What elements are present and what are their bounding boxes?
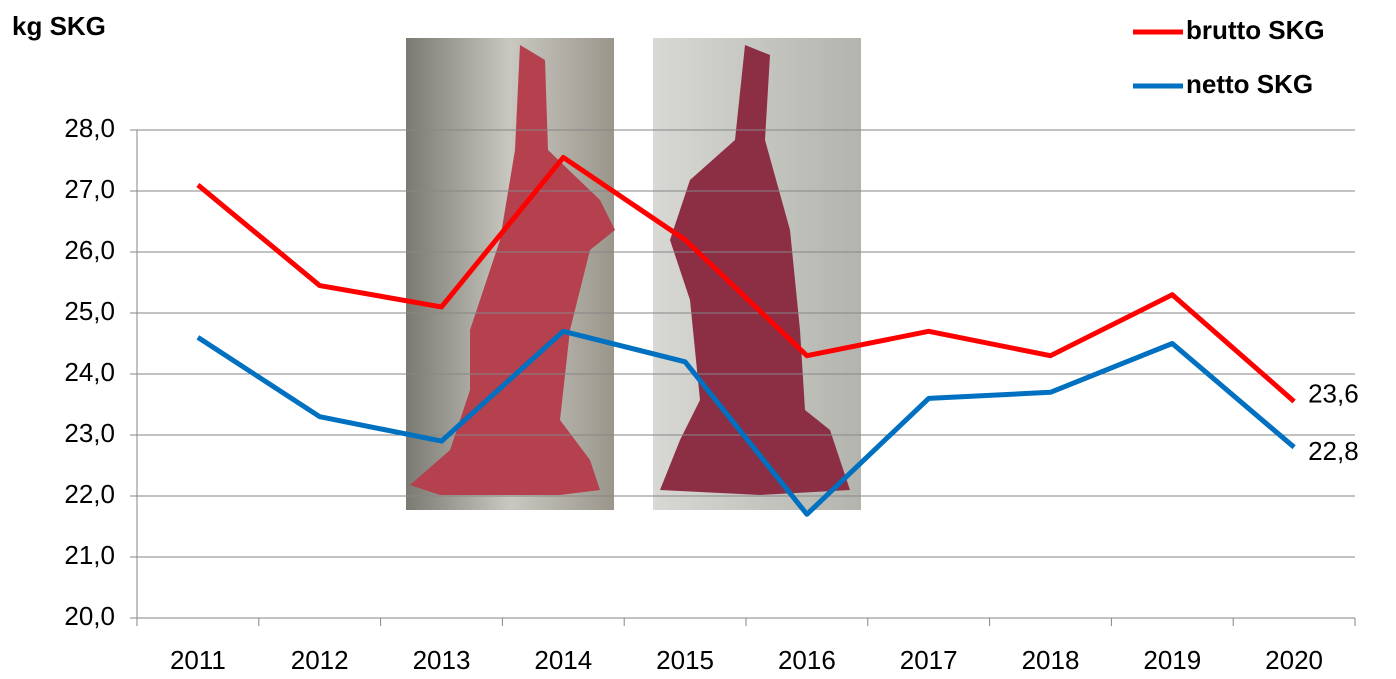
y-tick-label: 24,0	[64, 357, 115, 387]
x-tick-label: 2017	[900, 645, 958, 675]
y-tick-label: 28,0	[64, 113, 115, 143]
series-line	[196, 154, 1296, 404]
legend-label: netto SKG	[1186, 69, 1313, 99]
x-tick-label: 2011	[170, 645, 226, 675]
y-tick-label: 25,0	[64, 296, 115, 326]
data-label: 23,6	[1308, 378, 1359, 408]
carcass-left	[410, 45, 615, 495]
y-tick-label: 23,0	[64, 418, 115, 448]
legend-label: brutto SKG	[1186, 15, 1325, 45]
y-tick-label: 26,0	[64, 235, 115, 265]
x-tick-label: 2020	[1265, 645, 1323, 675]
y-tick-label: 20,0	[64, 601, 115, 631]
series-line	[196, 328, 1296, 517]
x-tick-label: 2016	[778, 645, 836, 675]
x-tick-label: 2018	[1022, 645, 1080, 675]
x-tick-label: 2014	[534, 645, 592, 675]
y-tick-label: 27,0	[64, 174, 115, 204]
data-label: 22,8	[1308, 436, 1359, 466]
x-tick-label: 2019	[1143, 645, 1201, 675]
y-tick-label: 21,0	[64, 540, 115, 570]
y-axis-title: kg SKG	[12, 11, 106, 41]
y-tick-label: 22,0	[64, 479, 115, 509]
x-tick-label: 2012	[291, 645, 349, 675]
x-tick-label: 2013	[413, 645, 471, 675]
x-tick-label: 2015	[656, 645, 714, 675]
photos	[406, 38, 861, 510]
carcass-right	[660, 45, 850, 495]
